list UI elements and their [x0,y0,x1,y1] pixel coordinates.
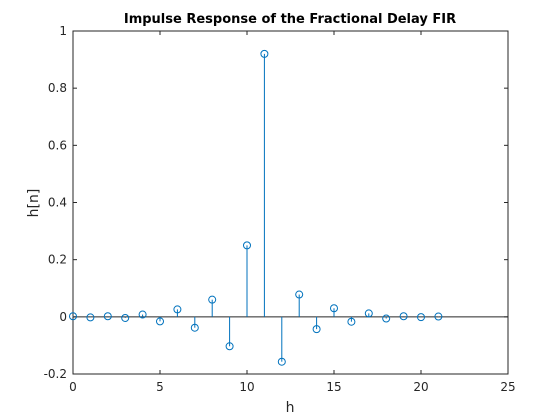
stem-marker [121,313,130,322]
stem-marker [295,290,304,299]
y-tick-label: 0.8 [48,81,67,95]
x-axis-label: h [286,400,295,416]
stem-marker [173,305,182,314]
stem-marker [399,312,408,321]
stem-marker [364,309,373,318]
stem-marker [330,304,338,313]
x-tick-label: 0 [69,380,77,394]
stem-marker [225,342,234,351]
x-tick-label: 15 [326,380,341,394]
chart-title: Impulse Response of the Fractional Delay… [124,12,456,27]
x-tick-label: 20 [413,380,428,394]
x-tick-label: 10 [239,380,254,394]
y-axis-ticks: -0.2 0 0.2 0.4 0.6 0.8 1 [44,24,508,381]
stem-marker [434,312,443,321]
stem-marker [190,323,199,332]
stem-marker [277,357,286,366]
stem-marker [138,310,147,319]
y-tick-label: 1 [59,24,67,38]
x-axis-ticks: 0 5 10 15 20 25 [69,31,516,394]
stem-series [69,49,443,366]
stem-marker [69,312,77,321]
stem-marker [243,241,251,250]
stem-marker [417,313,425,322]
y-tick-label: 0.4 [48,196,67,210]
x-tick-label: 5 [156,380,164,394]
stem-marker [312,325,321,334]
stem-marker [382,314,391,323]
stem-marker [156,317,164,326]
y-tick-label: 0.2 [48,253,67,267]
y-tick-label: 0.6 [48,138,67,152]
stem-marker [347,317,356,326]
x-tick-label: 25 [500,380,515,394]
y-tick-label: -0.2 [44,367,67,381]
y-axis-label: h[n] [26,189,42,218]
stem-marker [86,313,95,322]
stem-marker [208,295,217,304]
y-tick-label: 0 [59,310,67,324]
stem-marker [103,312,112,321]
plot-area [72,30,509,375]
stem-marker [260,49,269,58]
